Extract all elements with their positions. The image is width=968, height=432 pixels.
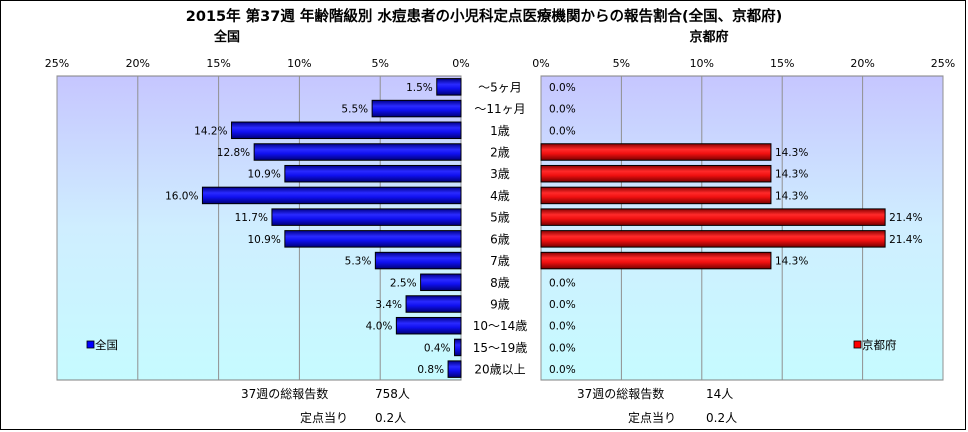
data-label-left: 16.0% bbox=[165, 190, 198, 202]
legend-right: 京都府 bbox=[853, 338, 897, 352]
data-label-left: 12.8% bbox=[217, 147, 250, 159]
bar-right bbox=[540, 230, 886, 248]
tick-label-left: 15% bbox=[206, 57, 230, 70]
legend-label-right: 京都府 bbox=[862, 338, 897, 352]
data-label-right: 0.0% bbox=[549, 104, 576, 116]
category-label: 9歳 bbox=[490, 298, 510, 312]
bar-right bbox=[540, 208, 886, 226]
category-labels: ～5ヶ月 ～11ヶ月 1歳 2歳 3歳 4歳 5歳 6歳 7歳 8歳 9歳 10～14歳 15～19歳 2… bbox=[473, 80, 528, 376]
per-label-left: 定点当り bbox=[300, 410, 348, 425]
category-label: 15～19歳 bbox=[473, 341, 528, 355]
data-label-left: 10.9% bbox=[247, 234, 280, 246]
category-label: 3歳 bbox=[490, 167, 510, 181]
data-label-left: 2.5% bbox=[390, 277, 417, 289]
data-label-left: 0.4% bbox=[424, 342, 451, 354]
data-label-left: 10.9% bbox=[247, 169, 280, 181]
legend-swatch-right bbox=[853, 340, 862, 349]
chart-title: 2015年 第37週 年齢階級別 水痘患者の小児科定点医療機関からの報告割合(全… bbox=[186, 7, 782, 25]
per-value-left: 0.2人 bbox=[375, 411, 406, 425]
summary-right: 37週の総報告数 14人 定点当り 0.2人 bbox=[577, 386, 737, 425]
tick-label-left: 0% bbox=[452, 57, 469, 70]
category-label: 10～14歳 bbox=[473, 319, 528, 333]
category-label: 5歳 bbox=[490, 211, 510, 225]
tick-label-right: 0% bbox=[532, 57, 549, 70]
bar-left bbox=[271, 208, 462, 226]
data-label-right: 14.3% bbox=[775, 169, 808, 181]
tick-label-left: 25% bbox=[45, 57, 69, 70]
bar-left bbox=[231, 121, 462, 140]
category-label: 2歳 bbox=[490, 146, 510, 160]
plot-area-right bbox=[540, 75, 944, 381]
total-value-right: 14人 bbox=[706, 387, 733, 401]
bar-left bbox=[374, 251, 462, 270]
data-label-right: 14.3% bbox=[775, 190, 808, 202]
total-value-left: 758人 bbox=[375, 387, 410, 401]
per-label-right: 定点当り bbox=[628, 410, 676, 425]
category-label: 8歳 bbox=[490, 276, 510, 290]
category-label: 4歳 bbox=[490, 189, 510, 203]
data-label-right: 0.0% bbox=[549, 299, 576, 311]
data-label-right: 0.0% bbox=[549, 321, 576, 333]
category-label: 20歳以上 bbox=[474, 363, 525, 377]
category-label: 6歳 bbox=[490, 232, 510, 246]
data-label-right: 0.0% bbox=[549, 342, 576, 354]
bar-left bbox=[284, 230, 462, 248]
data-label-left: 14.2% bbox=[194, 125, 227, 137]
data-label-left: 5.3% bbox=[345, 256, 372, 268]
tick-label-right: 15% bbox=[770, 57, 794, 70]
legend-label-left: 全国 bbox=[95, 338, 118, 352]
total-label-left: 37週の総報告数 bbox=[241, 386, 328, 401]
panel-title-right: 京都府 bbox=[689, 29, 728, 45]
data-label-right: 21.4% bbox=[889, 212, 922, 224]
bar-left bbox=[253, 143, 462, 161]
panel-right: 0% 5% 10% 15% 20% 25% 0.0% 0.0% 0.0% 14.3% 14.3% 14… bbox=[532, 57, 955, 381]
total-label-right: 37週の総報告数 bbox=[577, 386, 664, 401]
per-value-right: 0.2人 bbox=[706, 411, 737, 425]
bar-left bbox=[447, 360, 462, 378]
data-label-right: 0.0% bbox=[549, 125, 576, 137]
tick-label-left: 20% bbox=[126, 57, 150, 70]
data-label-right: 21.4% bbox=[889, 234, 922, 246]
data-label-left: 0.8% bbox=[417, 364, 444, 376]
data-label-left: 3.4% bbox=[375, 299, 402, 311]
data-label-right: 0.0% bbox=[549, 364, 576, 376]
bar-left bbox=[405, 295, 462, 313]
data-label-right: 0.0% bbox=[549, 277, 576, 289]
data-label-left: 11.7% bbox=[235, 212, 268, 224]
bar-right bbox=[540, 186, 772, 205]
tick-label-right: 25% bbox=[931, 57, 955, 70]
bar-left bbox=[371, 99, 462, 118]
data-label-left: 1.5% bbox=[406, 82, 433, 94]
tick-label-right: 20% bbox=[850, 57, 874, 70]
category-label: ～11ヶ月 bbox=[474, 102, 525, 116]
category-label: 7歳 bbox=[490, 254, 510, 268]
tick-label-right: 5% bbox=[613, 57, 630, 70]
category-label: ～5ヶ月 bbox=[478, 80, 522, 94]
panel-left: 25% 20% 15% 10% 5% 0% 1.5% 5.5% 14.2% 12.8% 10.9% 1… bbox=[45, 57, 470, 381]
bar-right bbox=[540, 164, 772, 183]
data-label-right: 0.0% bbox=[549, 82, 576, 94]
bar-left bbox=[454, 338, 462, 357]
tick-label-right: 10% bbox=[690, 57, 714, 70]
data-label-left: 5.5% bbox=[341, 104, 368, 116]
data-label-right: 14.3% bbox=[775, 147, 808, 159]
data-label-left: 4.0% bbox=[366, 321, 393, 333]
panel-title-left: 全国 bbox=[213, 29, 240, 45]
bar-left bbox=[436, 78, 462, 96]
data-label-right: 14.3% bbox=[775, 256, 808, 268]
bar-left bbox=[420, 273, 462, 292]
legend-left: 全国 bbox=[86, 338, 118, 352]
tick-label-left: 5% bbox=[371, 57, 388, 70]
bar-right bbox=[540, 143, 772, 161]
bar-left bbox=[395, 316, 462, 335]
category-label: 1歳 bbox=[490, 124, 510, 138]
summary-left: 37週の総報告数 758人 定点当り 0.2人 bbox=[241, 386, 410, 425]
bar-left bbox=[201, 186, 462, 205]
legend-swatch-left bbox=[86, 340, 95, 349]
bar-right bbox=[540, 251, 772, 270]
tick-label-left: 10% bbox=[287, 57, 311, 70]
bar-left bbox=[284, 164, 462, 183]
